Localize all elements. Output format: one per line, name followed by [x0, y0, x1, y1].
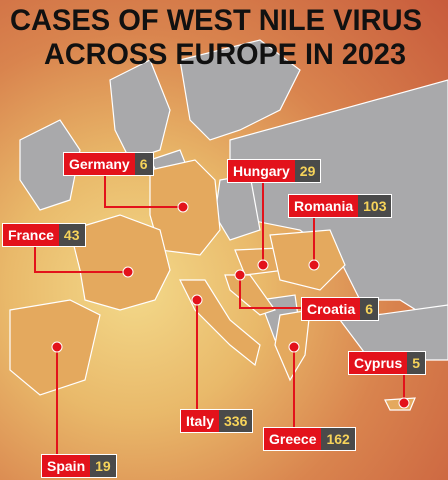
country-name: France: [3, 224, 59, 246]
country-label: Germany 6: [64, 153, 153, 175]
case-count: 162: [321, 428, 355, 450]
country-name: Greece: [264, 428, 322, 450]
title-line: ACROSS EUROPE IN 2023: [44, 38, 406, 71]
country-label: Greece 162: [264, 428, 355, 450]
country-label: Hungary 29: [228, 160, 321, 182]
country-name: Croatia: [302, 298, 361, 320]
country-label: Cyprus 5: [349, 352, 426, 374]
case-count: 43: [58, 224, 85, 246]
case-count: 6: [134, 153, 153, 175]
country-name: Italy: [181, 410, 220, 432]
country-label: Romania 103: [289, 195, 392, 217]
location-dots: [51, 201, 410, 409]
country-label: Croatia 6: [302, 298, 379, 320]
case-count: 29: [294, 160, 321, 182]
country-name: Germany: [64, 153, 135, 175]
case-count: 6: [360, 298, 379, 320]
country-label: Italy 336: [181, 410, 253, 432]
title-line: CASES OF WEST NILE VIRUS: [10, 4, 422, 37]
case-count: 336: [219, 410, 253, 432]
country-name: Cyprus: [349, 352, 408, 374]
country-name: Romania: [289, 195, 359, 217]
country-label: Spain 19: [42, 455, 116, 477]
leader-lines: [34, 175, 405, 455]
country-label: France 43: [3, 224, 85, 246]
country-name: Spain: [42, 455, 91, 477]
case-count: 5: [407, 352, 426, 374]
case-count: 103: [358, 195, 392, 217]
case-count: 19: [90, 455, 116, 477]
country-name: Hungary: [228, 160, 295, 182]
